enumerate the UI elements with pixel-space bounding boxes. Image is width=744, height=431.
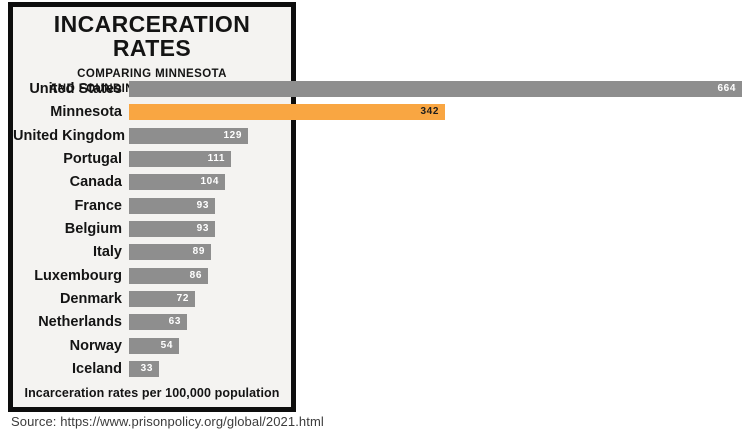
bar-row: Norway 54 — [13, 337, 179, 354]
bar: 111 — [129, 150, 231, 167]
bar: 664 — [129, 81, 742, 97]
value-label: 86 — [189, 269, 202, 281]
country-label: Portugal — [63, 150, 122, 167]
country-label: Canada — [69, 174, 122, 191]
bar-row: Minnesota 342 — [13, 104, 445, 121]
value-label: 342 — [420, 106, 439, 118]
country-label: United Kingdom — [13, 127, 125, 144]
bar-row: Luxembourg 86 — [13, 267, 208, 284]
country-label: Belgium — [64, 220, 122, 237]
country-label: Norway — [69, 337, 122, 354]
bar-row: Italy 89 — [13, 244, 211, 261]
country-label: United States — [29, 81, 122, 97]
bar: 89 — [129, 244, 211, 261]
bar: 54 — [129, 337, 179, 354]
bar: 33 — [129, 360, 159, 377]
bar: 72 — [129, 290, 195, 307]
bar: 129 — [129, 127, 248, 144]
value-label: 111 — [207, 152, 225, 164]
bar: 63 — [129, 314, 187, 331]
source-caption: Source: https://www.prisonpolicy.org/glo… — [11, 414, 324, 429]
value-label: 129 — [223, 129, 242, 141]
chart-title: INCARCERATION RATES — [53, 11, 251, 62]
bar-highlight: 342 — [129, 104, 445, 121]
value-label: 63 — [168, 316, 181, 328]
bar-row: Iceland 33 — [13, 360, 159, 377]
bar-row: United Kingdom 129 — [13, 127, 248, 144]
country-label: Italy — [92, 244, 122, 261]
chart-subtitle-line1: COMPARING MINNESOTA — [77, 68, 227, 81]
bar-row: France 93 — [13, 197, 215, 214]
bar-row: United States 664 — [13, 81, 742, 97]
bar-row: Belgium 93 — [13, 220, 215, 237]
value-label: 664 — [717, 83, 736, 94]
bar: 86 — [129, 267, 208, 284]
bar: 93 — [129, 197, 215, 214]
country-label: France — [74, 197, 122, 214]
value-label: 93 — [196, 199, 209, 211]
bar: 93 — [129, 220, 215, 237]
value-label: 104 — [200, 176, 219, 188]
value-label: 93 — [196, 222, 209, 234]
value-label: 72 — [176, 292, 189, 304]
country-label: Denmark — [59, 290, 122, 307]
bar-row: Denmark 72 — [13, 290, 195, 307]
chart-footnote: Incarceration rates per 100,000 populati… — [24, 386, 280, 400]
country-label: Iceland — [72, 360, 122, 377]
country-label: Minnesota — [50, 104, 122, 121]
bar-row: Portugal 111 — [13, 150, 231, 167]
country-label: Luxembourg — [34, 267, 122, 284]
value-label: 89 — [192, 246, 205, 258]
value-label: 33 — [140, 362, 153, 374]
bar-row: Netherlands 63 — [13, 314, 187, 331]
bar: 104 — [129, 174, 225, 191]
value-label: 54 — [160, 339, 173, 351]
country-label: Netherlands — [38, 314, 122, 331]
bar-row: Canada 104 — [13, 174, 225, 191]
